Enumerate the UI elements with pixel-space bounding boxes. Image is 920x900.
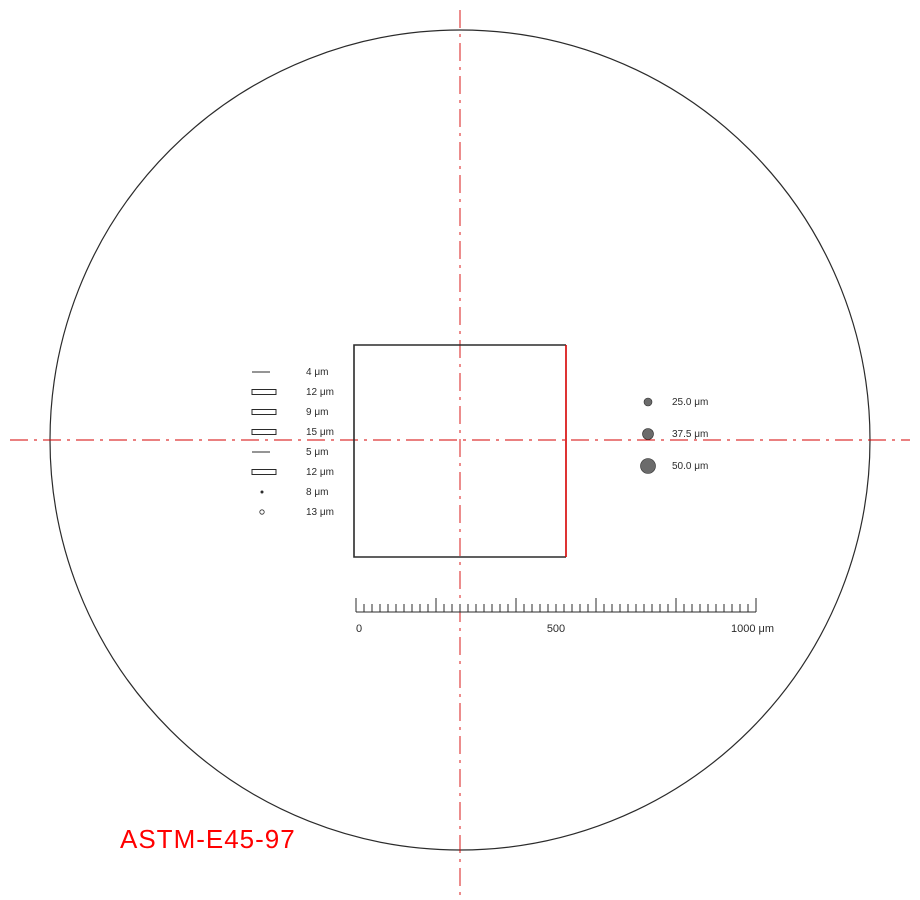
left-legend-label: 13 μm: [306, 507, 334, 518]
right-legend-label: 25.0 μm: [672, 397, 708, 408]
standard-label: ASTM-E45-97: [120, 824, 296, 855]
left-legend-label: 12 μm: [306, 467, 334, 478]
ruler-label: 1000 μm: [731, 623, 774, 635]
reticle-svg: 4 μm 12 μm 9 μm 15 μm 5 μm 12 μm 8 μm 13 μm 25.0…: [0, 0, 920, 900]
reticle-diagram: 4 μm 12 μm 9 μm 15 μm 5 μm 12 μm 8 μm 13 μm 25.0…: [0, 0, 920, 900]
left-legend-label: 5 μm: [306, 447, 328, 458]
ruler-label: 500: [547, 623, 565, 635]
ruler-label: 0: [356, 623, 362, 635]
left-legend-label: 12 μm: [306, 387, 334, 398]
left-legend-label: 15 μm: [306, 427, 334, 438]
left-legend-label: 8 μm: [306, 487, 328, 498]
right-legend-label: 50.0 μm: [672, 461, 708, 472]
right-legend-label: 37.5 μm: [672, 429, 708, 440]
left-legend-label: 9 μm: [306, 407, 328, 418]
left-legend-label: 4 μm: [306, 367, 328, 378]
